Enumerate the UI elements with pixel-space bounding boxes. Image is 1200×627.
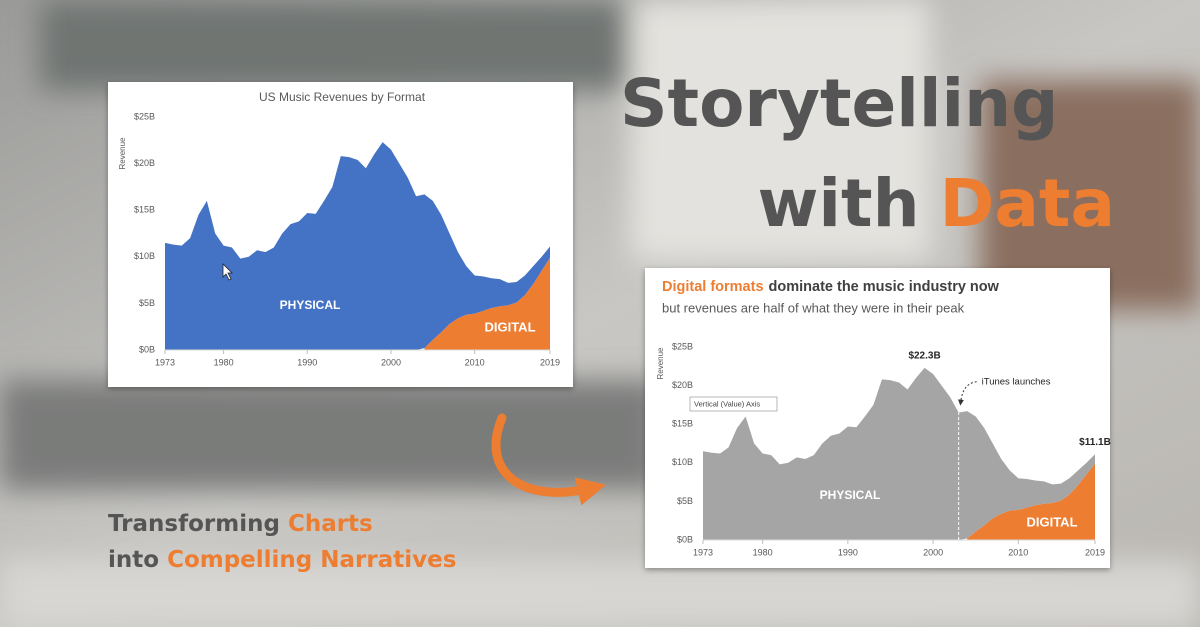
area xyxy=(165,142,550,350)
title-highlight: Digital formats xyxy=(662,279,764,295)
x-tick-label: 1973 xyxy=(693,547,713,557)
tooltip: Vertical (Value) Axis xyxy=(694,399,760,408)
chart-subtitle: but revenues are half of what they were … xyxy=(662,300,965,315)
tagline: Transforming Charts xyxy=(108,511,373,537)
area xyxy=(424,257,550,350)
annotation: $22.3B xyxy=(908,350,940,361)
series-label: PHYSICAL xyxy=(820,488,881,502)
series-label: DIGITAL xyxy=(484,319,535,334)
x-tick-label: 2000 xyxy=(381,357,401,367)
title-rest: dominate the music industry now xyxy=(769,279,1000,295)
tagline-word: Transforming xyxy=(108,511,280,537)
y-tick-label: $20B xyxy=(134,158,155,168)
tagline-highlight: Compelling Narratives xyxy=(167,547,456,573)
x-tick-label: 2019 xyxy=(540,357,560,367)
series-label: DIGITAL xyxy=(1026,514,1077,529)
y-tick-label: $5B xyxy=(677,496,693,506)
y-tick-label: $10B xyxy=(134,251,155,261)
cursor xyxy=(222,263,233,281)
x-tick-label: 1980 xyxy=(214,357,234,367)
y-tick-label: $0B xyxy=(139,344,155,354)
arrow xyxy=(491,413,607,506)
x-tick-label: 2010 xyxy=(1008,547,1028,557)
x-tick-label: 1980 xyxy=(753,547,773,557)
x-tick-label: 1990 xyxy=(838,547,858,557)
y-tick-label: $0B xyxy=(677,534,693,544)
series-label: PHYSICAL xyxy=(280,298,341,312)
y-tick-label: $25B xyxy=(672,341,693,351)
y-axis-label: Revenue xyxy=(656,347,665,380)
headline-highlight: Data xyxy=(940,165,1115,242)
annotation: $11.1B xyxy=(1079,437,1111,448)
tagline: into Compelling Narratives xyxy=(108,547,456,573)
tagline-highlight: Charts xyxy=(288,511,373,537)
chart-title: US Music Revenues by Format xyxy=(259,90,426,104)
y-tick-label: $5B xyxy=(139,298,155,308)
area xyxy=(703,367,1095,540)
x-tick-label: 2010 xyxy=(465,357,485,367)
x-tick-label: 1990 xyxy=(297,357,317,367)
tooltip-box xyxy=(689,396,778,412)
x-tick-label: 2019 xyxy=(1085,547,1105,557)
area xyxy=(967,463,1095,540)
headline-word: with xyxy=(757,165,919,242)
y-tick-label: $25B xyxy=(134,111,155,121)
y-axis-label: Revenue xyxy=(118,137,127,170)
y-tick-label: $15B xyxy=(134,205,155,215)
event-arrow xyxy=(957,381,977,406)
chart-title: Digital formats dominate the music indust… xyxy=(662,279,1000,295)
headline: with Data xyxy=(757,165,1115,242)
y-tick-label: $15B xyxy=(672,419,693,429)
tagline-word: into xyxy=(108,547,159,573)
x-tick-label: 2000 xyxy=(923,547,943,557)
headline: Storytelling xyxy=(620,65,1058,142)
x-tick-label: 1973 xyxy=(155,357,175,367)
y-tick-label: $20B xyxy=(672,380,693,390)
y-tick-label: $10B xyxy=(672,457,693,467)
annotation: iTunes launches xyxy=(982,376,1051,387)
